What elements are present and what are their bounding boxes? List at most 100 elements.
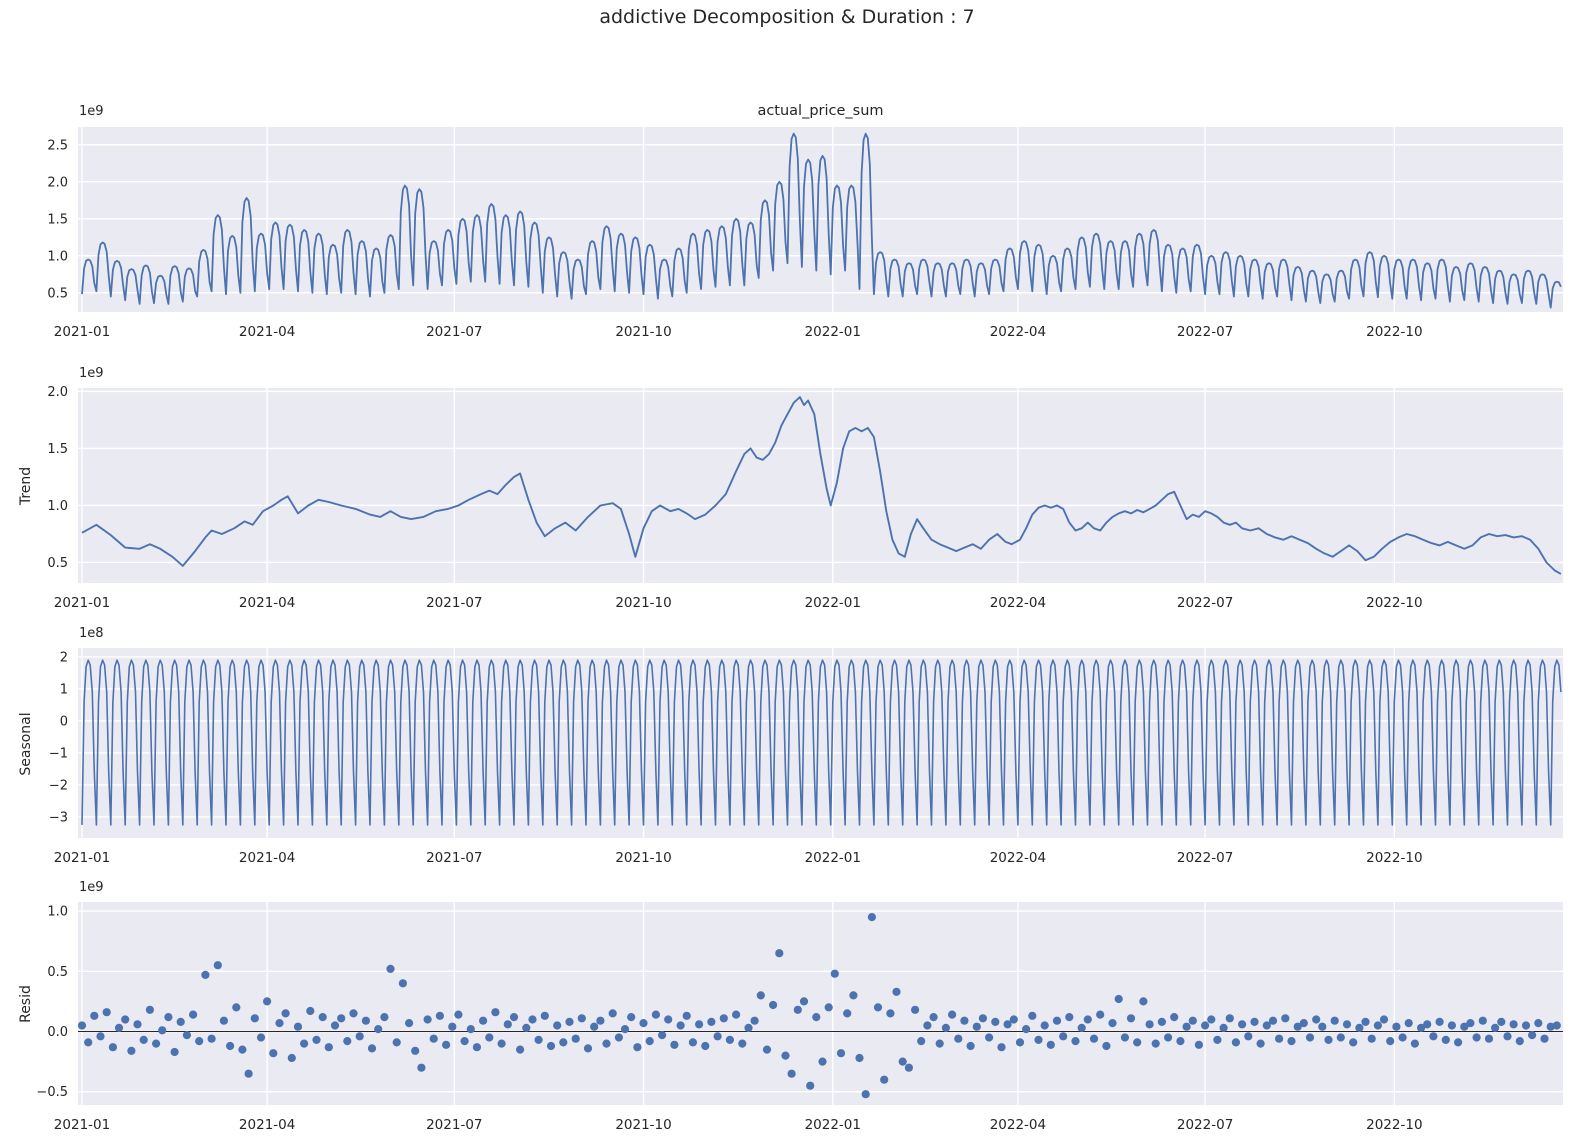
resid-point [658,1031,667,1040]
resid-point [577,1014,586,1023]
seasonal-x-tick-label: 2021-01 [54,850,110,866]
resid-point [886,1009,895,1018]
resid-point [929,1013,938,1022]
seasonal-line [81,659,1562,826]
resid-point [812,1013,821,1022]
resid-point [972,1022,981,1031]
resid-point [719,1014,728,1023]
resid-point [738,1039,747,1048]
resid-point [553,1021,562,1030]
resid-point [645,1037,654,1046]
resid-point [1108,1019,1117,1028]
resid-point [133,1020,142,1029]
resid-point [503,1020,512,1029]
resid-point [546,1041,556,1051]
resid-point [293,1022,303,1031]
resid-point [534,1035,543,1044]
resid-point [676,1021,685,1030]
observed-x-tick-label: 2022-10 [1366,324,1422,340]
resid-point [226,1041,235,1051]
resid-point [793,1005,802,1014]
resid-point [1528,1031,1537,1040]
seasonal-x-tick-label: 2022-04 [990,850,1046,866]
resid-point [1515,1037,1524,1046]
resid-point [960,1016,969,1025]
observed-x-tick-label: 2022-04 [990,324,1046,340]
resid-y-tick-label: 0.0 [47,1025,68,1040]
observed-panel-title: actual_price_sum [757,103,884,119]
resid-point [343,1037,352,1046]
resid-point [756,991,765,1000]
resid-point [1071,1037,1080,1046]
resid-point [454,1010,463,1019]
resid-point [1077,1023,1086,1032]
observed-line [81,132,1562,309]
resid-point [1521,1021,1531,1030]
resid-point [750,1016,759,1025]
resid-x-tick-label: 2021-07 [426,1117,482,1133]
trend-offset-label: 1e9 [79,366,104,381]
resid-point [1145,1020,1154,1029]
resid-point [1176,1037,1185,1046]
trend-x-tick-label: 2022-07 [1177,595,1233,611]
resid-point [367,1044,377,1053]
resid-point [1238,1020,1247,1029]
resid-point [1102,1041,1111,1051]
resid-point [1170,1013,1179,1022]
trend-x-tick-label: 2022-10 [1366,595,1422,611]
resid-point [1472,1033,1481,1042]
resid-point [1028,1011,1037,1020]
resid-point [769,1000,778,1010]
resid-point [491,1008,500,1017]
trend-x-tick-label: 2022-01 [805,595,861,611]
resid-point [96,1032,105,1041]
resid-point [1164,1033,1173,1042]
resid-point [1281,1014,1290,1023]
resid-point [880,1075,889,1084]
resid-y-tick-label: 1.0 [47,905,68,920]
resid-point [1213,1035,1222,1044]
resid-point [1497,1017,1506,1026]
resid-point [1423,1020,1432,1029]
resid-point [1268,1016,1278,1025]
resid-point [732,1010,741,1019]
trend-y-tick-label: 2.0 [47,385,68,400]
resid-point [195,1037,204,1046]
resid-point [417,1063,426,1072]
resid-point [516,1045,525,1054]
resid-point [219,1016,228,1025]
resid-y-tick-label: 0.5 [47,965,68,980]
resid-point [1447,1021,1456,1030]
resid-point [540,1011,549,1020]
resid-point [1318,1022,1327,1031]
resid-point [948,1010,957,1019]
resid-point [1466,1019,1475,1028]
resid-point [892,987,901,996]
resid-point [695,1020,704,1029]
seasonal-y-tick-label: −1 [49,746,68,761]
trend-x-tick-label: 2022-04 [990,595,1046,611]
resid-point [324,1043,333,1052]
observed-x-tick-label: 2021-07 [426,324,482,340]
observed-x-tick-label: 2022-07 [1177,324,1233,340]
resid-point [189,1010,198,1019]
resid-point [256,1033,266,1042]
resid-point [349,1009,358,1018]
resid-point [1392,1022,1401,1031]
resid-point [472,1043,481,1052]
resid-point [1398,1033,1407,1042]
resid-point [1373,1021,1382,1030]
resid-point [861,1090,870,1099]
resid-point [1540,1034,1549,1043]
resid-point [1478,1016,1487,1025]
resid-point [392,1038,401,1047]
seasonal-x-tick-label: 2021-04 [239,850,295,866]
resid-point [855,1053,864,1063]
resid-point [799,997,809,1006]
resid-offset-label: 1e9 [79,880,104,895]
resid-point [1034,1035,1043,1044]
resid-point [1379,1015,1389,1024]
resid-point [423,1015,432,1024]
resid-point [583,1044,593,1053]
seasonal-y-tick-label: 0 [60,714,68,729]
